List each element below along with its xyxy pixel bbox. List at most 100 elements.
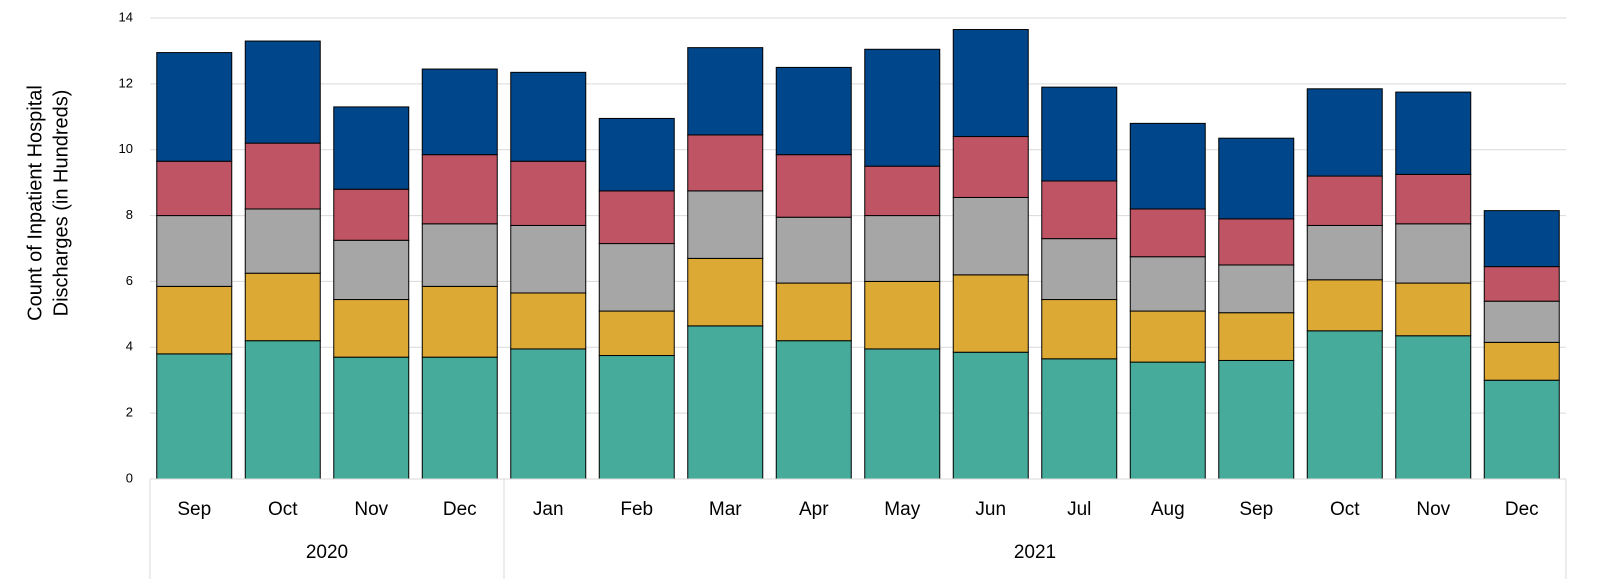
bar-segment xyxy=(1218,359,1295,480)
x-tick-label: Nov xyxy=(354,499,388,520)
y-tick-label: 8 xyxy=(126,207,133,222)
x-tick-label: Jul xyxy=(1067,499,1091,520)
bar-segment xyxy=(864,165,941,217)
x-tick-label: Aug xyxy=(1151,499,1185,520)
y-tick-label: 4 xyxy=(126,339,133,354)
bar-segment xyxy=(510,160,587,226)
bar-segment xyxy=(687,134,764,192)
x-tick-label: Oct xyxy=(268,499,298,520)
bar-segment xyxy=(1218,137,1295,220)
y-tick-label: 14 xyxy=(119,9,133,24)
bar-segment xyxy=(1395,223,1472,284)
bar-segment xyxy=(421,223,498,287)
bar-segment xyxy=(598,190,675,245)
bar-segment xyxy=(952,196,1029,276)
bar-segment xyxy=(1129,256,1206,312)
bar-segment xyxy=(1306,88,1383,177)
bar-segment xyxy=(156,52,233,162)
bar-segment xyxy=(156,215,233,287)
bar-segment xyxy=(598,355,675,480)
bar-segment xyxy=(333,299,410,358)
bar-segment xyxy=(1041,238,1118,301)
bar-segment xyxy=(510,71,587,162)
bar-segment xyxy=(1129,122,1206,210)
bar-segment xyxy=(598,243,675,312)
y-tick-label: 0 xyxy=(126,470,133,485)
bar-segment xyxy=(333,239,410,301)
x-tick-label: Dec xyxy=(1505,499,1539,520)
x-tick-label: Dec xyxy=(443,499,477,520)
bar-segment xyxy=(1218,264,1295,314)
x-tick-label: Sep xyxy=(1239,499,1273,520)
bar-segment xyxy=(687,257,764,327)
bar-segment xyxy=(598,310,675,357)
bar-segment xyxy=(864,48,941,167)
bar-segment xyxy=(244,208,321,274)
bar-segment xyxy=(244,340,321,480)
bar-segment xyxy=(156,285,233,355)
bar-segment xyxy=(1483,379,1560,480)
bar-segment xyxy=(1395,173,1472,225)
x-tick-label: Jun xyxy=(975,499,1006,520)
bar-segment xyxy=(1483,341,1560,381)
bar-segment xyxy=(510,224,587,294)
bar-segment xyxy=(775,66,852,156)
bar-segment xyxy=(510,292,587,350)
x-tick-label: Apr xyxy=(799,499,829,520)
bar-segment xyxy=(1129,361,1206,480)
bar-segment xyxy=(1306,279,1383,332)
y-tick-label: 10 xyxy=(119,141,133,156)
bar-segment xyxy=(1218,218,1295,266)
bar-segment xyxy=(510,348,587,480)
bar-segment xyxy=(1306,330,1383,480)
bar-segment xyxy=(775,282,852,342)
bar-segment xyxy=(952,29,1029,138)
bar-segment xyxy=(952,351,1029,480)
bar-segment xyxy=(1483,210,1560,268)
bar-segment xyxy=(598,117,675,192)
x-tick-label: Nov xyxy=(1416,499,1450,520)
bar-segment xyxy=(864,280,941,350)
bar-segment xyxy=(1129,208,1206,258)
bar-segment xyxy=(156,353,233,480)
bar-segment xyxy=(1129,310,1206,363)
x-tick-label: May xyxy=(884,499,920,520)
bar-segment xyxy=(244,142,321,210)
bar-segment xyxy=(1483,300,1560,343)
bar-segment xyxy=(333,106,410,190)
bar-segment xyxy=(1483,266,1560,302)
bar-segment xyxy=(687,325,764,480)
bar-segment xyxy=(775,340,852,480)
bar-segment xyxy=(1306,224,1383,281)
bar-segment xyxy=(864,348,941,480)
bar-segment xyxy=(864,215,941,282)
bar-segment xyxy=(333,188,410,241)
bar-segment xyxy=(1218,312,1295,361)
bar-segment xyxy=(775,154,852,218)
bar-segment xyxy=(421,68,498,156)
bar-segment xyxy=(952,136,1029,198)
bar-segment xyxy=(421,285,498,358)
y-axis-label: Discharges (in Hundreds) xyxy=(50,90,72,317)
bar-segment xyxy=(687,190,764,259)
bar-segment xyxy=(1395,91,1472,175)
bar-segment xyxy=(244,40,321,144)
bar-segment xyxy=(1041,86,1118,182)
x-tick-label: Mar xyxy=(709,499,742,520)
bar-segment xyxy=(1041,180,1118,240)
y-tick-label: 6 xyxy=(126,273,133,288)
bar-segment xyxy=(1395,282,1472,337)
bar-segment xyxy=(1041,358,1118,480)
y-tick-label: 12 xyxy=(119,75,133,90)
bar-segment xyxy=(421,356,498,480)
bar-segment xyxy=(1395,335,1472,480)
x-tick-label: Feb xyxy=(620,499,653,520)
bar-segment xyxy=(775,216,852,284)
bar-segment xyxy=(952,274,1029,353)
x-tick-label: Sep xyxy=(177,499,211,520)
bar-segment xyxy=(687,47,764,136)
bar-segment xyxy=(333,356,410,480)
group-label: 2021 xyxy=(1014,542,1056,563)
bar-segment xyxy=(1306,175,1383,226)
